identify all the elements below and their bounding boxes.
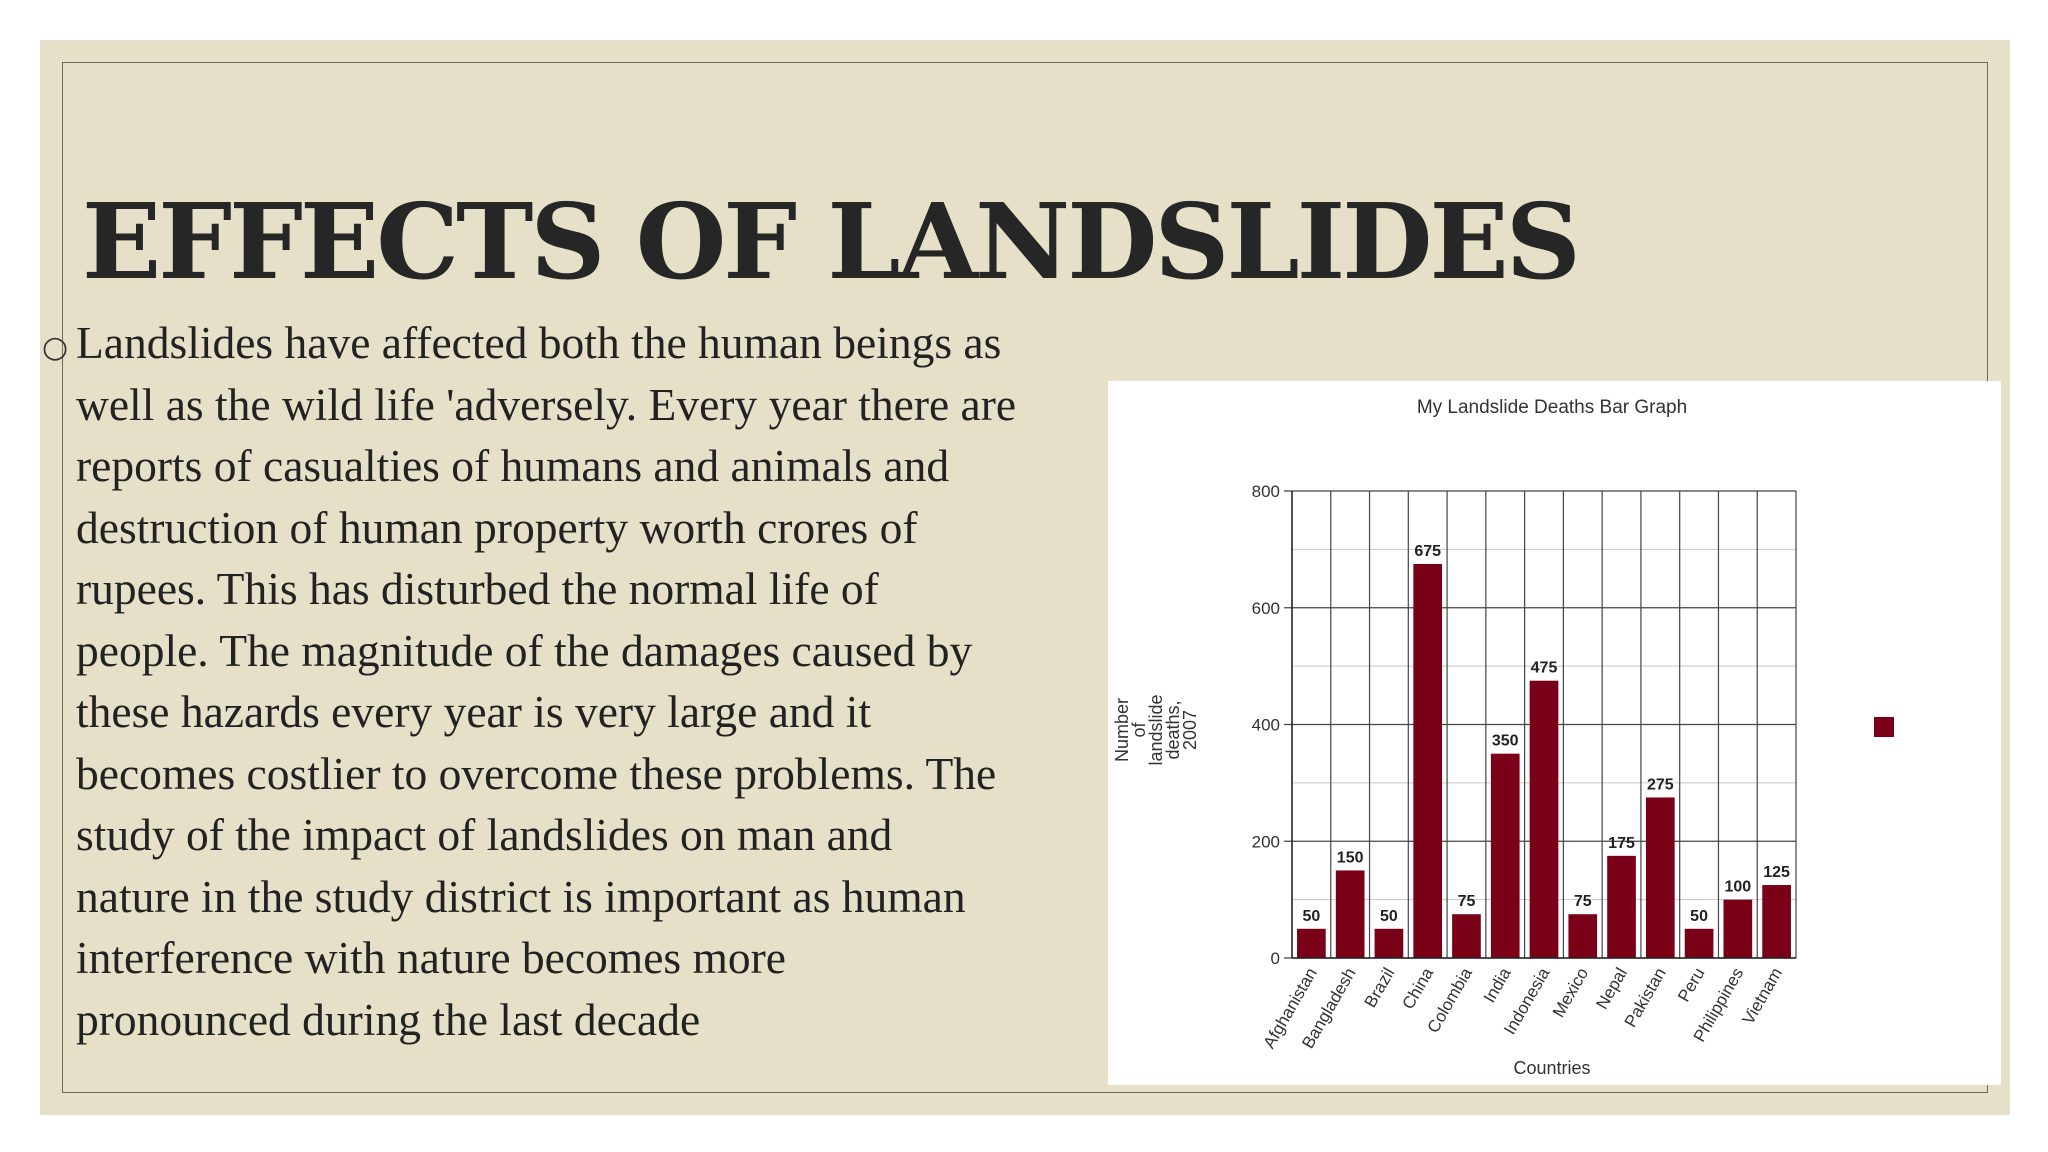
bar-india bbox=[1490, 753, 1520, 958]
x-tick-label: India bbox=[1480, 964, 1515, 1006]
bar-chart: My Landslide Deaths Bar Graph 0 200 400 600 8… bbox=[1108, 381, 2001, 1085]
bar-mexico bbox=[1568, 914, 1598, 958]
y-axis-label-line: Number bbox=[1112, 698, 1132, 762]
data-label: 50 bbox=[1380, 908, 1398, 925]
bar-china bbox=[1413, 563, 1443, 958]
x-tick-label: Peru bbox=[1674, 965, 1708, 1006]
bar-chart-svg: My Landslide Deaths Bar Graph 0 200 400 600 8… bbox=[1112, 397, 1894, 1078]
x-tick-label: Mexico bbox=[1549, 965, 1592, 1021]
y-tick-label: 200 bbox=[1252, 832, 1280, 851]
data-label: 50 bbox=[1302, 908, 1320, 925]
bar-indonesia bbox=[1529, 680, 1559, 958]
chart-title: My Landslide Deaths Bar Graph bbox=[1417, 397, 1687, 418]
y-tick-label: 0 bbox=[1271, 949, 1280, 968]
y-tick-label: 600 bbox=[1252, 599, 1280, 618]
bar-philippines bbox=[1723, 899, 1753, 958]
x-axis-label: Countries bbox=[1513, 1058, 1590, 1078]
legend-swatch bbox=[1874, 717, 1894, 737]
data-label: 175 bbox=[1608, 835, 1635, 852]
data-label: 350 bbox=[1492, 733, 1519, 750]
data-label: 475 bbox=[1531, 660, 1558, 677]
bar-brazil bbox=[1374, 928, 1404, 958]
y-axis-label-line: of bbox=[1129, 721, 1149, 737]
x-tick-label: Nepal bbox=[1592, 965, 1631, 1013]
bar-colombia bbox=[1452, 914, 1481, 958]
y-axis-label-line: landslide bbox=[1146, 694, 1166, 765]
y-axis-label-line: deaths, bbox=[1163, 700, 1183, 759]
bullet-icon: ○ bbox=[42, 330, 69, 365]
data-label: 75 bbox=[1458, 893, 1476, 910]
data-label: 150 bbox=[1337, 849, 1364, 866]
y-tick-label: 800 bbox=[1252, 482, 1280, 501]
slide-title: EFFECTS OF LANDSLIDES bbox=[82, 180, 1581, 303]
data-label: 275 bbox=[1647, 776, 1674, 793]
bar-afghanistan bbox=[1297, 928, 1326, 958]
x-tick-label: Brazil bbox=[1361, 965, 1399, 1011]
data-label: 100 bbox=[1724, 879, 1751, 896]
data-label: 125 bbox=[1763, 864, 1790, 881]
body-paragraph: Landslides have affected both the human … bbox=[76, 317, 1017, 1045]
slide: EFFECTS OF LANDSLIDES ○ Landslides have … bbox=[40, 40, 2010, 1115]
bar-pakistan bbox=[1645, 797, 1675, 958]
y-axis-label-line: 2007 bbox=[1180, 710, 1200, 750]
bar-bangladesh bbox=[1335, 870, 1365, 958]
x-tick-label: China bbox=[1398, 964, 1437, 1012]
bar-vietnam bbox=[1762, 885, 1791, 958]
data-label: 50 bbox=[1690, 908, 1708, 925]
data-label: 75 bbox=[1574, 893, 1592, 910]
bar-nepal bbox=[1607, 855, 1636, 958]
y-tick-label: 400 bbox=[1252, 716, 1280, 735]
data-label: 675 bbox=[1414, 543, 1441, 560]
bar-peru bbox=[1684, 928, 1714, 958]
